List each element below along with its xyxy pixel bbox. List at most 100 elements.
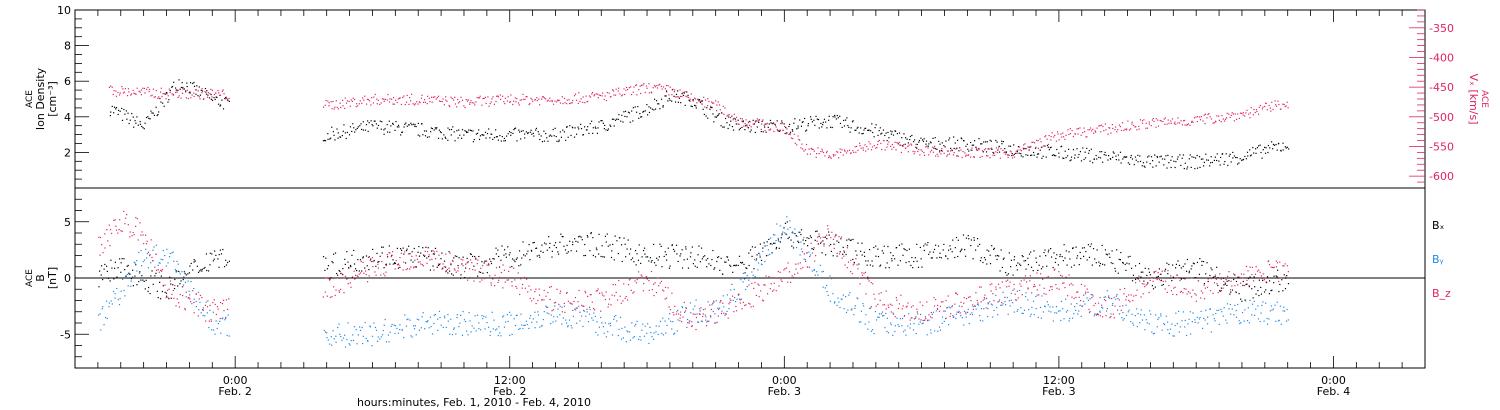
bz-point <box>863 272 865 274</box>
bz-point <box>813 247 815 249</box>
bz-point <box>185 291 187 293</box>
bx-point <box>344 263 346 266</box>
by-point <box>1117 297 1119 300</box>
vx-point <box>346 100 349 102</box>
bz-point <box>1073 297 1075 300</box>
bz-point <box>885 308 887 310</box>
by-point <box>714 313 716 315</box>
vx-point <box>195 89 198 91</box>
density-point <box>495 129 497 131</box>
by-point <box>456 314 458 316</box>
by-point <box>647 323 649 325</box>
bz-point <box>206 306 209 308</box>
density-point <box>228 100 230 102</box>
by-point <box>1160 313 1162 315</box>
density-point <box>577 128 580 130</box>
density-point <box>1011 154 1013 157</box>
bx-point <box>753 268 755 270</box>
bz-point <box>362 261 364 264</box>
by-point <box>144 259 146 261</box>
by-point <box>122 278 124 280</box>
bx-point <box>879 265 881 267</box>
vx-point <box>421 94 423 96</box>
bx-point <box>335 272 338 275</box>
vx-point <box>525 96 527 98</box>
bx-point <box>705 259 707 261</box>
bx-point <box>846 245 849 247</box>
vx-point <box>146 88 148 90</box>
density-point <box>417 122 419 124</box>
by-point <box>108 302 110 304</box>
bx-point <box>1116 249 1118 251</box>
vx-point <box>633 86 635 88</box>
bx-point <box>1224 283 1226 285</box>
bz-point <box>677 313 680 315</box>
by-point <box>117 299 119 301</box>
bx-point <box>746 267 748 270</box>
bx-point <box>561 236 563 238</box>
bx-point <box>1194 276 1196 279</box>
by-point <box>642 323 644 325</box>
vx-point <box>809 153 811 155</box>
bx-point <box>140 279 142 281</box>
bx-point <box>1246 283 1248 285</box>
vx-point <box>790 137 793 139</box>
by-point <box>138 251 140 254</box>
bz-point <box>164 284 166 286</box>
vx-point <box>1148 121 1150 123</box>
density-point <box>835 118 838 120</box>
bx-point <box>1282 290 1284 292</box>
bz-point <box>1282 265 1284 267</box>
vx-point <box>1265 102 1267 105</box>
vx-point <box>177 96 179 98</box>
density-point <box>945 140 947 142</box>
bx-point <box>1160 279 1163 281</box>
bz-point <box>1270 266 1272 268</box>
density-point <box>722 126 724 128</box>
density-point <box>1064 150 1066 152</box>
by-point <box>1106 290 1108 292</box>
by-point <box>388 341 390 343</box>
bz-point <box>858 277 861 279</box>
by-point <box>335 341 337 343</box>
density-point <box>636 111 638 113</box>
by-point <box>976 303 979 306</box>
bz-point <box>527 291 529 293</box>
by-point <box>699 308 701 310</box>
vx-point <box>995 151 997 153</box>
by-point <box>958 310 960 312</box>
bz-point <box>954 303 956 305</box>
by-point <box>1161 329 1163 331</box>
bx-point <box>589 250 591 252</box>
vx-point <box>757 120 759 122</box>
bz-point <box>479 281 481 283</box>
vx-point <box>1110 132 1112 134</box>
density-point <box>1027 154 1029 156</box>
density-ylabel-line: ACE <box>25 90 35 108</box>
bz-point <box>469 259 472 261</box>
bz-point <box>705 316 707 318</box>
vx-point <box>1277 100 1279 102</box>
vx-point <box>1051 132 1053 134</box>
vx-point <box>602 92 604 94</box>
bx-point <box>1094 258 1096 260</box>
bz-point <box>556 288 558 290</box>
density-point <box>504 139 507 142</box>
by-point <box>829 300 831 302</box>
bx-point <box>349 264 352 267</box>
bx-point <box>659 243 661 245</box>
by-point <box>563 305 566 307</box>
bx-point <box>935 244 937 246</box>
by-point <box>649 326 651 328</box>
by-point <box>742 281 744 283</box>
bz-point <box>529 297 531 300</box>
density-point <box>1020 152 1022 155</box>
bz-point <box>146 240 148 242</box>
bx-point <box>621 260 623 263</box>
by-point <box>589 308 591 311</box>
density-point <box>1280 150 1282 152</box>
vx-point <box>518 104 520 106</box>
density-point <box>1186 168 1188 170</box>
by-point <box>1240 321 1242 324</box>
density-point <box>1265 147 1267 149</box>
